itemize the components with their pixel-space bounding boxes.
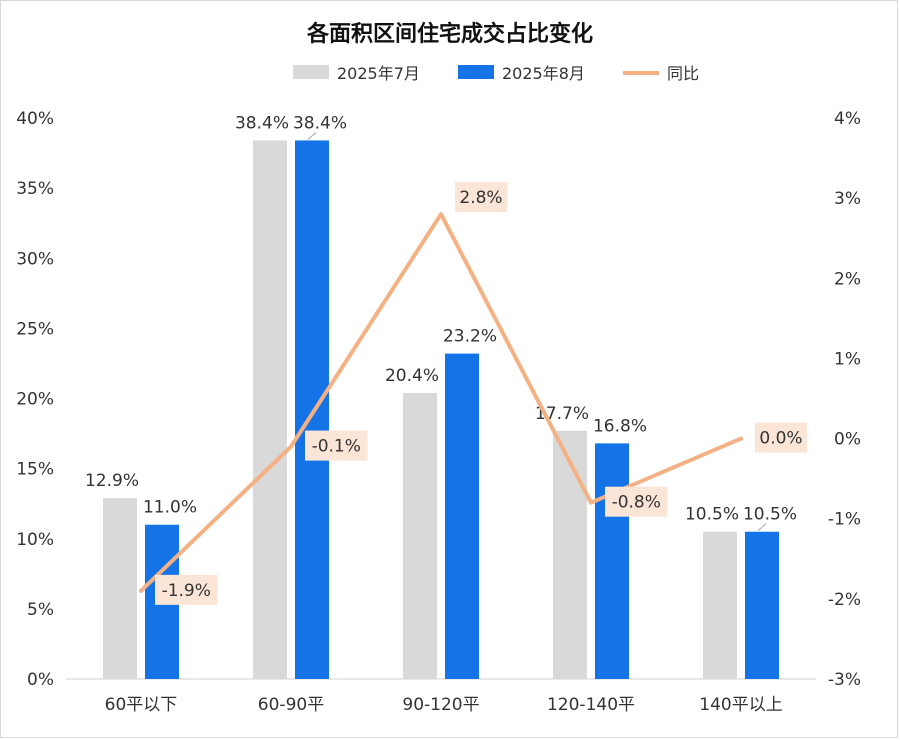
line-label-text: -0.1% xyxy=(312,437,361,457)
line-point xyxy=(139,588,143,593)
bar xyxy=(745,531,779,679)
legend-swatch xyxy=(293,65,329,79)
legend-label: 同比 xyxy=(667,64,699,83)
left-tick-label: 15% xyxy=(16,460,54,480)
bar xyxy=(103,498,137,679)
bar-value-label: 11.0% xyxy=(143,498,197,518)
line-value-label: -0.8% xyxy=(605,486,668,517)
bars-group xyxy=(103,140,779,679)
line-series-group: -1.9% -0.1% 2.8% -0.8% 0.0% xyxy=(139,182,807,605)
line-label-text: 2.8% xyxy=(459,188,502,208)
line-label-text: 0.0% xyxy=(759,429,802,449)
bar-value-label: 10.5% xyxy=(743,505,797,525)
line-label-text: -1.9% xyxy=(162,581,211,601)
legend-item: 2025年8月 xyxy=(458,64,585,83)
line-point xyxy=(589,500,593,505)
line-label-box xyxy=(455,182,507,213)
line-point xyxy=(439,212,443,217)
label-leader-line xyxy=(757,523,767,532)
right-tick-label: 2% xyxy=(834,269,861,289)
bar-value-label: 23.2% xyxy=(443,327,497,347)
line-label-box xyxy=(305,430,368,461)
right-tick-label: -2% xyxy=(828,590,861,610)
legend-swatch xyxy=(458,65,494,79)
line-label-box xyxy=(155,574,218,605)
category-label: 60-90平 xyxy=(258,695,324,715)
bar-labels-group: 12.9%11.0%38.4% 38.4%20.4%23.2%17.7%16.8%… xyxy=(85,113,797,532)
bar xyxy=(295,140,329,679)
category-label: 120-140平 xyxy=(547,695,635,715)
line-value-label: -1.9% xyxy=(155,574,218,605)
bar-value-label: 16.8% xyxy=(593,416,647,436)
legend-item: 同比 xyxy=(623,64,699,83)
left-tick-label: 20% xyxy=(16,390,54,410)
line-label-text: -0.8% xyxy=(612,493,661,513)
bar xyxy=(253,140,287,679)
left-tick-label: 35% xyxy=(16,179,54,199)
category-label: 60平以下 xyxy=(105,695,178,715)
right-tick-label: -1% xyxy=(828,510,861,530)
category-label: 90-120平 xyxy=(402,695,479,715)
bar xyxy=(403,392,437,679)
left-axis: 0% 5% 10% 15% 20% 25% 30% 35% 40% xyxy=(16,109,54,690)
chart-title: 各面积区间住宅成交占比变化 xyxy=(306,21,593,47)
bar xyxy=(703,531,737,679)
legend-label: 2025年7月 xyxy=(337,64,420,83)
line-label-box xyxy=(755,422,807,453)
right-tick-label: 4% xyxy=(834,109,861,129)
label-leader-line xyxy=(307,132,317,140)
category-label: 140平以上 xyxy=(699,695,782,715)
yoy-line xyxy=(139,212,743,593)
bar xyxy=(445,353,479,679)
left-tick-label: 10% xyxy=(16,530,54,550)
bar xyxy=(595,443,629,679)
right-tick-label: 1% xyxy=(834,349,861,369)
line-point xyxy=(739,436,743,441)
line-point xyxy=(289,444,293,449)
left-tick-label: 0% xyxy=(27,670,54,690)
bar-value-label: 38.4% xyxy=(293,113,347,133)
legend-item: 2025年7月 xyxy=(293,64,420,83)
left-tick-label: 40% xyxy=(16,109,54,129)
bar-value-label: 10.5% xyxy=(685,505,739,525)
right-tick-label: 0% xyxy=(834,430,861,450)
chart-legend: 2025年7月 2025年8月 同比 xyxy=(293,64,699,83)
bar-value-label: 12.9% xyxy=(85,471,139,491)
bar-value-label: 38.4% xyxy=(235,113,289,133)
line-value-label: 0.0% xyxy=(755,422,807,453)
right-tick-label: 3% xyxy=(834,189,861,209)
line-value-label: -0.1% xyxy=(305,430,368,461)
line-value-label: 2.8% xyxy=(455,182,507,213)
right-tick-label: -3% xyxy=(828,670,861,690)
right-axis: -3% -2% -1% 0% 1% 2% 3% 4% xyxy=(828,109,861,690)
bar xyxy=(553,430,587,679)
left-tick-label: 5% xyxy=(27,600,54,620)
legend-label: 2025年8月 xyxy=(502,64,585,83)
x-axis-categories: 60平以下 60-90平 90-120平 120-140平 140平以上 xyxy=(105,695,783,715)
left-tick-label: 30% xyxy=(16,249,54,269)
left-tick-label: 25% xyxy=(16,319,54,339)
bar-value-label: 20.4% xyxy=(385,366,439,386)
line-label-box xyxy=(605,486,668,517)
